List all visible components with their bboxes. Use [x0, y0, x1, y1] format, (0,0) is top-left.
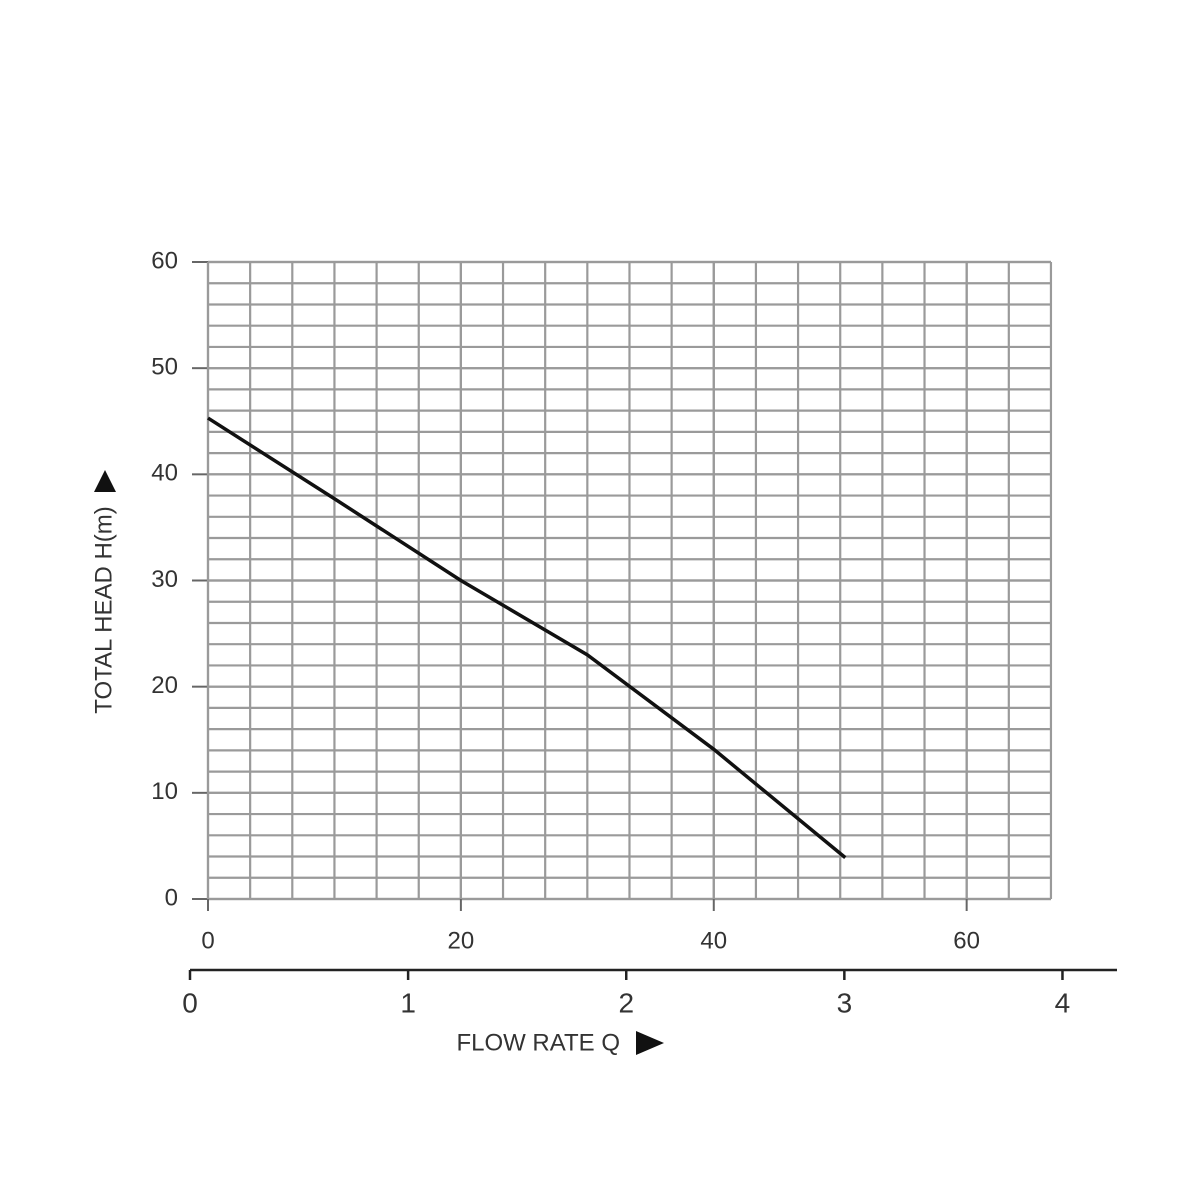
- y-tick-label: 10: [151, 778, 178, 805]
- y-tick-label: 20: [151, 672, 178, 699]
- y-tick-label: 40: [151, 460, 178, 487]
- x-tick-label: 20: [448, 927, 475, 954]
- x-tick-label: 40: [700, 927, 727, 954]
- y-tick-label: 60: [151, 247, 178, 274]
- x-axis-arrow: [636, 1031, 664, 1055]
- y-axis-title: TOTAL HEAD H(m): [90, 506, 117, 714]
- y-tick-label: 50: [151, 354, 178, 381]
- x-axis-title: FLOW RATE Q: [456, 1029, 620, 1056]
- x2-tick-label: 3: [837, 987, 853, 1018]
- x-tick-label: 60: [953, 927, 980, 954]
- x-tick-label: 0: [201, 927, 214, 954]
- x2-tick-label: 4: [1055, 987, 1071, 1018]
- y-tick-label: 30: [151, 566, 178, 593]
- y-tick-label: 0: [165, 884, 178, 911]
- x2-tick-label: 2: [618, 987, 634, 1018]
- y-axis-title-group: TOTAL HEAD H(m): [90, 470, 117, 714]
- y-axis-arrow: [94, 470, 116, 492]
- x2-tick-label: 0: [182, 987, 198, 1018]
- curve: [207, 416, 847, 859]
- x2-tick-label: 1: [400, 987, 416, 1018]
